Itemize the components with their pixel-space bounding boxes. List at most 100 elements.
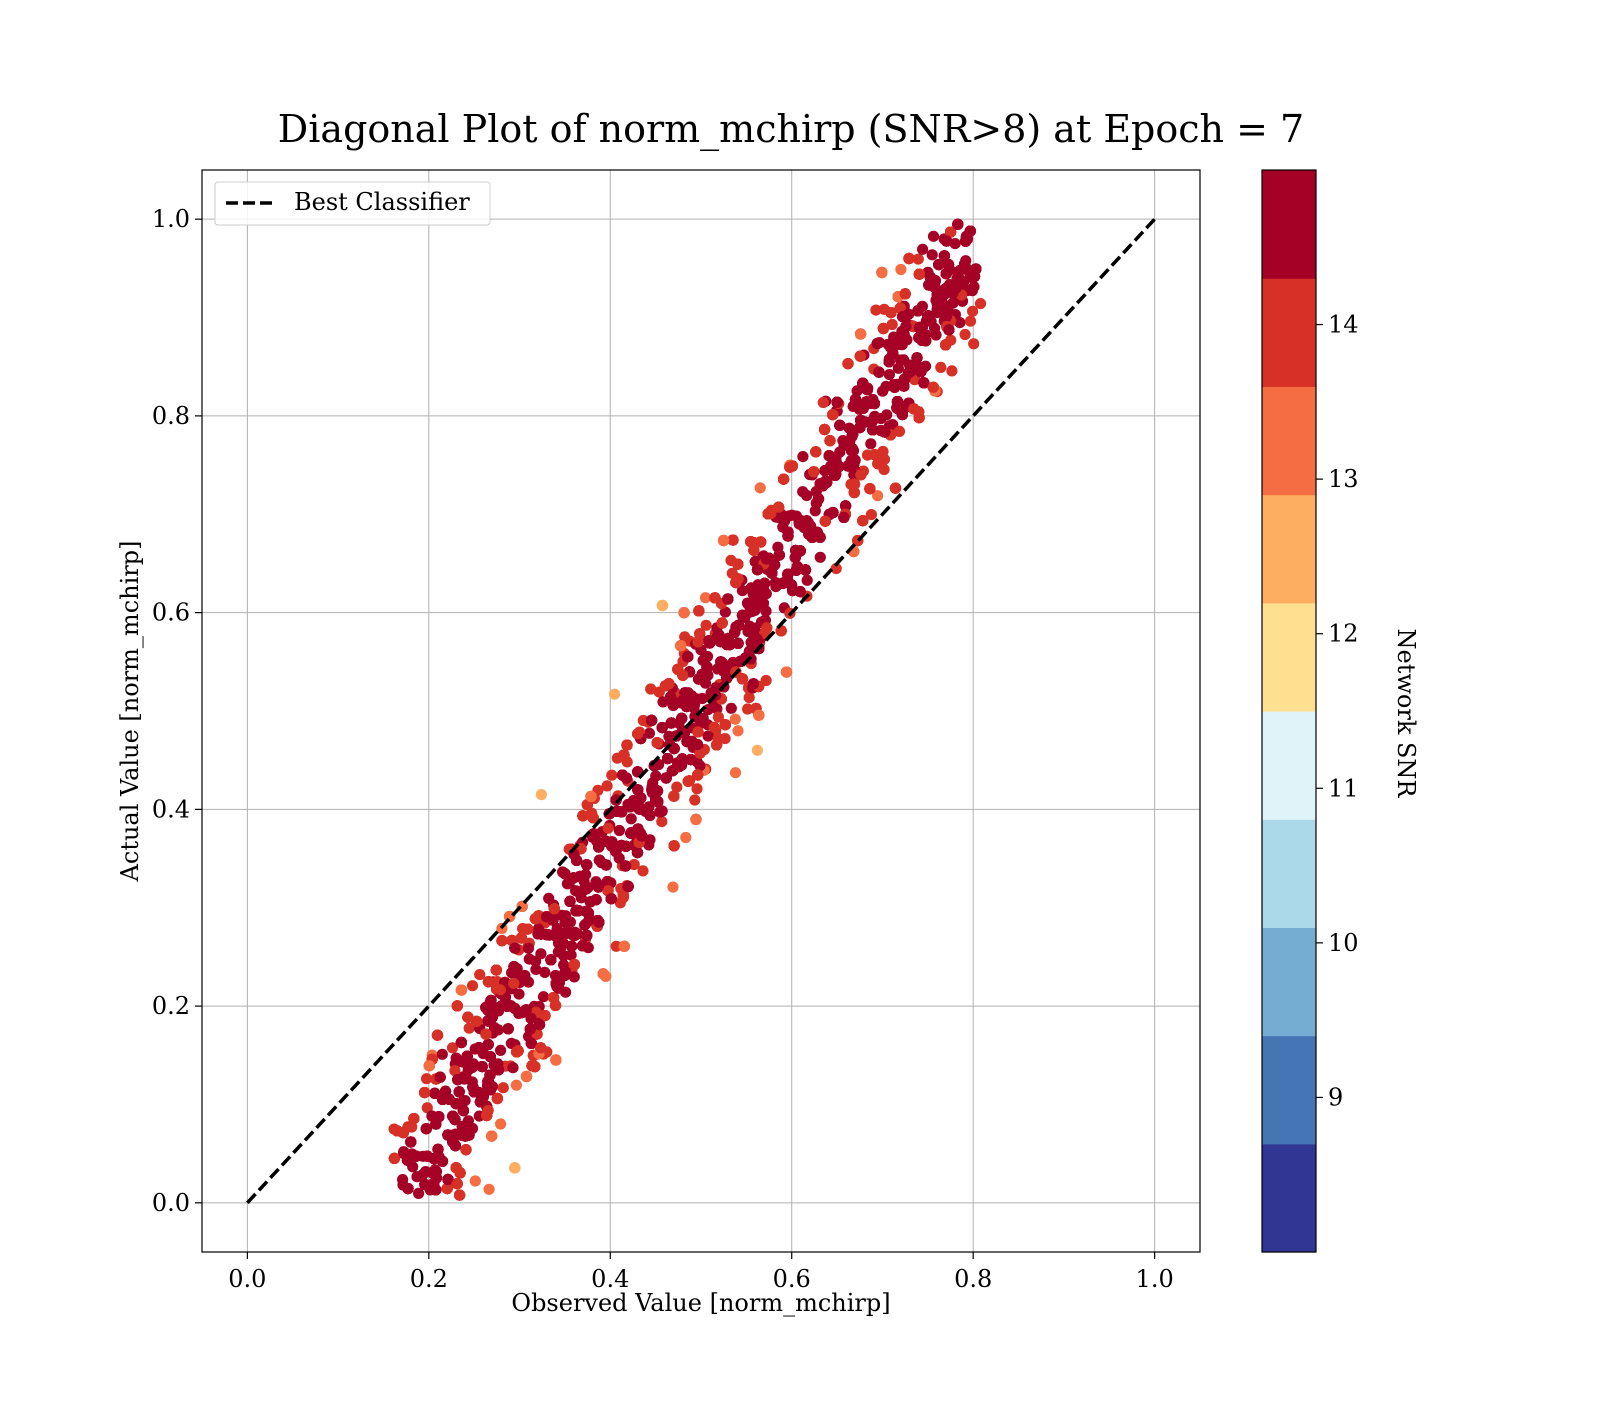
scatter-point: [819, 465, 830, 476]
scatter-point: [847, 429, 858, 440]
scatter-point: [717, 617, 728, 628]
scatter-point: [452, 1000, 463, 1011]
scatter-point: [473, 1042, 484, 1053]
scatter-point: [965, 316, 976, 327]
scatter-point: [834, 420, 845, 431]
scatter-point: [709, 592, 720, 603]
scatter-point: [668, 791, 679, 802]
scatter-point: [802, 575, 813, 586]
scatter-point: [774, 550, 785, 561]
scatter-point: [539, 967, 550, 978]
scatter-point: [650, 770, 661, 781]
scatter-point: [946, 365, 957, 376]
scatter-point: [797, 451, 808, 462]
scatter-point: [908, 403, 919, 414]
scatter-point: [609, 689, 620, 700]
scatter-point: [529, 1061, 540, 1072]
scatter-point: [968, 338, 979, 349]
scatter-point: [923, 310, 934, 321]
scatter-point: [452, 1074, 463, 1085]
scatter-point: [598, 968, 609, 979]
scatter-point: [495, 1118, 506, 1129]
scatter-point: [614, 825, 625, 836]
scatter-point: [455, 1167, 466, 1178]
scatter-point: [873, 367, 884, 378]
scatter-point: [869, 398, 880, 409]
scatter-point: [601, 859, 612, 870]
scatter-point: [421, 1123, 432, 1134]
scatter-point: [667, 882, 678, 893]
scatter-point: [812, 527, 823, 538]
scatter-point: [619, 941, 630, 952]
scatter-point: [474, 969, 485, 980]
scatter-point: [681, 736, 692, 747]
scatter-point: [942, 304, 953, 315]
scatter-point: [498, 1082, 509, 1093]
scatter-point: [536, 789, 547, 800]
scatter-point: [752, 745, 763, 756]
scatter-point: [493, 1064, 504, 1075]
scatter-point: [808, 466, 819, 477]
scatter-point: [801, 490, 812, 501]
scatter-point: [545, 954, 556, 965]
scatter-point: [635, 792, 646, 803]
scatter-point: [437, 1094, 448, 1105]
scatter-point: [495, 1045, 506, 1056]
scatter-point: [618, 749, 629, 760]
scatter-point: [784, 462, 795, 473]
scatter-point: [577, 810, 588, 821]
scatter-point: [389, 1153, 400, 1164]
scatter-point: [939, 250, 950, 261]
scatter-point: [744, 692, 755, 703]
scatter-point: [941, 268, 952, 279]
scatter-point: [960, 329, 971, 340]
scatter-point: [752, 564, 763, 575]
scatter-point: [485, 1084, 496, 1095]
scatter-point: [914, 269, 925, 280]
scatter-point: [620, 860, 631, 871]
scatter-point: [469, 1086, 480, 1097]
scatter-point: [437, 1049, 448, 1060]
scatter-point: [495, 984, 506, 995]
scatter-point: [733, 620, 744, 631]
scatter-point: [827, 507, 838, 518]
scatter-point: [507, 1062, 518, 1073]
scatter-point: [456, 1037, 467, 1048]
scatter-point: [603, 823, 614, 834]
scatter-point: [824, 435, 835, 446]
scatter-point: [484, 1184, 495, 1195]
scatter-point: [818, 397, 829, 408]
scatter-point: [482, 1105, 493, 1116]
scatter-point: [692, 726, 703, 737]
scatter-point: [550, 930, 561, 941]
scatter-point: [726, 703, 737, 714]
scatter-point: [730, 577, 741, 588]
scatter-point: [897, 339, 908, 350]
scatter-point: [895, 264, 906, 275]
scatter-point: [663, 678, 674, 689]
scatter-point: [460, 1144, 471, 1155]
scatter-point: [523, 943, 534, 954]
scatter-point: [694, 760, 705, 771]
scatter-point: [467, 980, 478, 991]
scatter-point: [509, 1162, 520, 1173]
scatter-point: [591, 894, 602, 905]
scatter-point: [535, 948, 546, 959]
scatter-point: [682, 651, 693, 662]
scatter-point: [581, 930, 592, 941]
scatter-point: [709, 722, 720, 733]
scatter-point: [621, 740, 632, 751]
scatter-point: [959, 259, 970, 270]
scatter-point: [941, 235, 952, 246]
scatter-point: [470, 1175, 481, 1186]
scatter-point: [681, 701, 692, 712]
scatter-point: [513, 1045, 524, 1056]
scatter-point: [745, 536, 756, 547]
scatter-point: [720, 719, 731, 730]
scatter-point: [543, 893, 554, 904]
scatter-point: [782, 527, 793, 538]
scatter-point: [703, 635, 714, 646]
scatter-point: [677, 670, 688, 681]
scatter-point: [550, 1054, 561, 1065]
